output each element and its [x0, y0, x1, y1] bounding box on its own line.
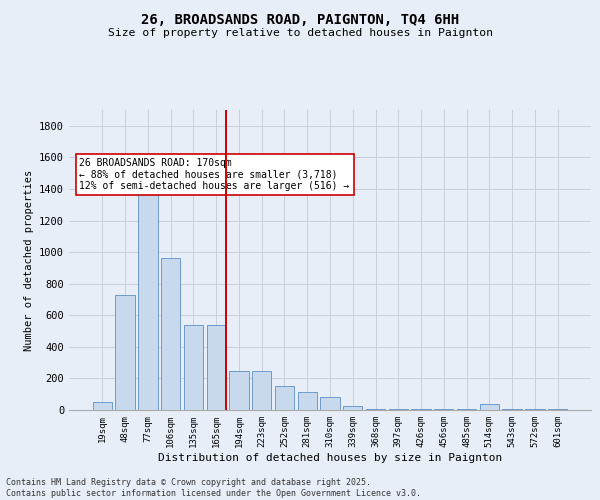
- Bar: [434, 409, 454, 410]
- Bar: [298, 392, 317, 410]
- Bar: [252, 372, 271, 410]
- Bar: [320, 396, 340, 410]
- Bar: [548, 409, 567, 410]
- Bar: [184, 324, 203, 410]
- Bar: [229, 372, 248, 410]
- Text: Contains HM Land Registry data © Crown copyright and database right 2025.
Contai: Contains HM Land Registry data © Crown c…: [6, 478, 421, 498]
- Bar: [206, 324, 226, 410]
- Bar: [161, 258, 181, 410]
- Bar: [138, 182, 158, 410]
- Text: Size of property relative to detached houses in Paignton: Size of property relative to detached ho…: [107, 28, 493, 38]
- Bar: [525, 409, 545, 410]
- Bar: [93, 402, 112, 410]
- Text: 26, BROADSANDS ROAD, PAIGNTON, TQ4 6HH: 26, BROADSANDS ROAD, PAIGNTON, TQ4 6HH: [141, 12, 459, 26]
- Bar: [343, 406, 362, 410]
- Bar: [275, 386, 294, 410]
- Y-axis label: Number of detached properties: Number of detached properties: [23, 170, 34, 350]
- Bar: [479, 404, 499, 410]
- Bar: [502, 409, 522, 410]
- X-axis label: Distribution of detached houses by size in Paignton: Distribution of detached houses by size …: [158, 452, 502, 462]
- Bar: [389, 409, 408, 410]
- Bar: [366, 409, 385, 410]
- Bar: [115, 294, 135, 410]
- Bar: [412, 409, 431, 410]
- Bar: [457, 409, 476, 410]
- Text: 26 BROADSANDS ROAD: 170sqm
← 88% of detached houses are smaller (3,718)
12% of s: 26 BROADSANDS ROAD: 170sqm ← 88% of deta…: [79, 158, 350, 191]
